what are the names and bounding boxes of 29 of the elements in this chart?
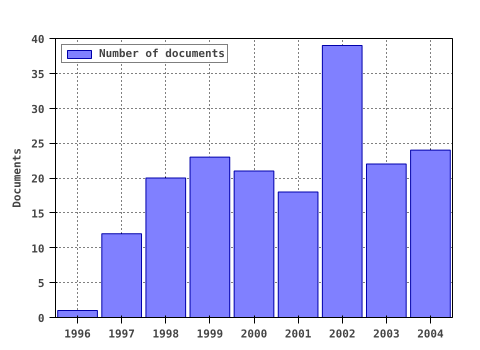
x-tick-label: 1999 bbox=[196, 328, 224, 340]
x-tick-label: 1998 bbox=[152, 328, 180, 340]
y-tick-label: 0 bbox=[38, 312, 44, 325]
y-tick-label: 40 bbox=[31, 33, 45, 46]
bar bbox=[322, 44, 363, 318]
x-tick-label: 2000 bbox=[240, 328, 268, 340]
bar bbox=[366, 164, 407, 318]
y-tick-label: 15 bbox=[31, 207, 45, 220]
y-axis-title: Documents bbox=[10, 148, 24, 208]
bar bbox=[57, 310, 98, 318]
y-tick-label: 30 bbox=[31, 102, 45, 116]
bar bbox=[101, 233, 142, 318]
bar bbox=[410, 150, 451, 318]
y-tick-label: 20 bbox=[31, 172, 45, 186]
bar bbox=[234, 170, 274, 318]
x-tick-label: 2002 bbox=[328, 328, 356, 340]
x-tick-label: 1997 bbox=[108, 328, 135, 340]
x-tick-label: 2003 bbox=[373, 328, 400, 340]
bar bbox=[278, 191, 318, 318]
y-tick-label: 35 bbox=[31, 68, 45, 81]
x-tick-label: 1996 bbox=[64, 328, 92, 340]
bar bbox=[190, 156, 230, 318]
y-tick-label: 5 bbox=[38, 277, 44, 290]
x-tick-label: 2001 bbox=[284, 328, 312, 340]
legend-label: Number of documents bbox=[99, 47, 225, 60]
x-tick-label: 2004 bbox=[417, 328, 444, 340]
y-tick-label: 25 bbox=[31, 138, 45, 151]
bar bbox=[145, 178, 186, 318]
y-tick-label: 10 bbox=[31, 242, 45, 256]
